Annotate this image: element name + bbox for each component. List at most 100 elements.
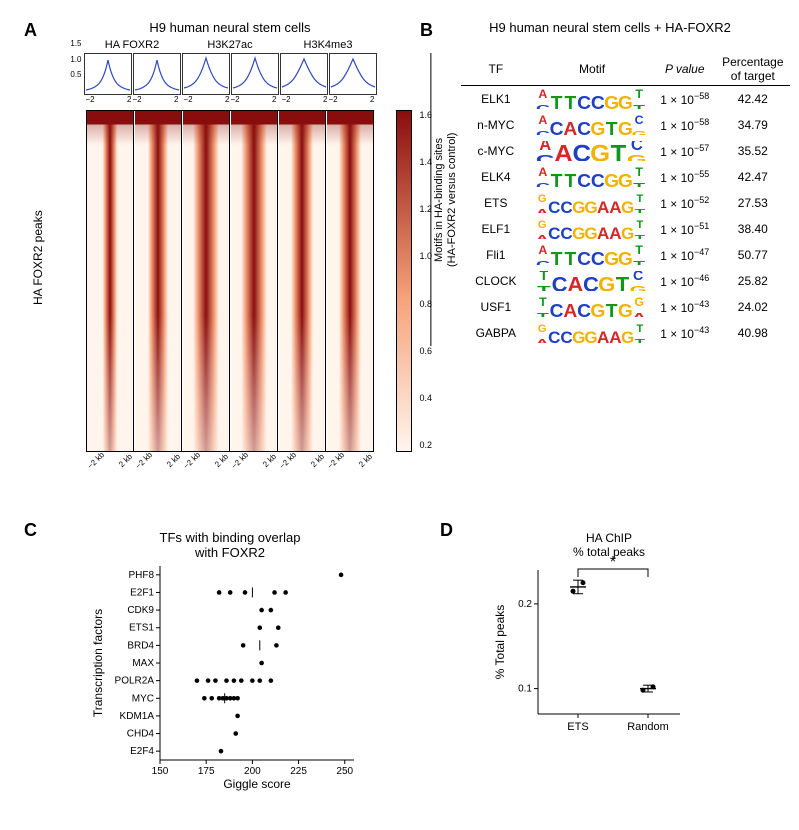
pct-target: 24.02 — [716, 294, 790, 320]
svg-text:C: C — [548, 199, 560, 213]
svg-text:T: T — [634, 259, 647, 265]
tf-name: Fli1 — [461, 242, 530, 268]
pct-target: 25.82 — [716, 268, 790, 294]
heatmap-column — [87, 111, 134, 451]
svg-text:C: C — [635, 115, 644, 127]
svg-text:G: G — [618, 249, 633, 265]
svg-text:BRD4: BRD4 — [127, 640, 154, 651]
svg-text:C: C — [561, 329, 573, 343]
svg-text:T: T — [606, 301, 618, 317]
svg-text:A: A — [536, 207, 549, 213]
svg-text:A: A — [632, 311, 646, 317]
p-value: 1 × 10−43 — [654, 320, 716, 346]
profile-yticks: 1.5 1.0 0.5 — [62, 39, 82, 79]
svg-text:C: C — [577, 171, 591, 187]
svg-text:POLR2A: POLR2A — [115, 676, 155, 687]
svg-text:HA ChIP: HA ChIP — [586, 531, 632, 545]
pct-target: 34.79 — [716, 112, 790, 138]
svg-text:C: C — [550, 301, 564, 317]
svg-text:G: G — [585, 329, 598, 343]
svg-text:G: G — [630, 283, 646, 291]
svg-text:C: C — [536, 129, 550, 135]
svg-text:T: T — [637, 193, 644, 205]
motif-row: c-MYCCAACGTGC1 × 10−5735.52 — [461, 138, 790, 164]
svg-text:G: G — [590, 141, 610, 161]
svg-text:G: G — [621, 329, 634, 343]
pct-target: 42.47 — [716, 164, 790, 190]
svg-text:C: C — [591, 249, 605, 265]
svg-text:MYC: MYC — [132, 693, 154, 704]
svg-text:G: G — [538, 193, 547, 205]
svg-text:C: C — [561, 225, 573, 239]
svg-text:C: C — [583, 273, 599, 291]
track-label-1: H3K27ac — [182, 39, 278, 51]
tf-name: ELK4 — [461, 164, 530, 190]
figure: A H9 human neural stem cells 1.5 1.0 0.5… — [20, 20, 780, 810]
svg-text:CHD4: CHD4 — [127, 729, 155, 740]
heatmap-column — [135, 111, 182, 451]
p-value: 1 × 10−55 — [654, 164, 716, 190]
tf-name: GABPA — [461, 320, 530, 346]
motif-row: Fli1CATTCCGGTT1 × 10−4750.77 — [461, 242, 790, 268]
pct-target: 50.77 — [716, 242, 790, 268]
colorbar — [396, 110, 412, 452]
svg-text:T: T — [551, 171, 563, 187]
svg-text:225: 225 — [290, 766, 307, 777]
track-label-0: HA FOXR2 — [84, 39, 180, 51]
svg-text:T: T — [565, 171, 577, 187]
svg-text:G: G — [538, 219, 547, 231]
tf-name: ETS — [461, 190, 530, 216]
svg-text:A: A — [539, 115, 548, 127]
svg-text:T: T — [537, 283, 551, 291]
svg-text:T: T — [634, 181, 647, 187]
p-value: 1 × 10−57 — [654, 138, 716, 164]
motif-row: CLOCKTTCACGTGC1 × 10−4625.82 — [461, 268, 790, 294]
svg-text:C: C — [536, 259, 550, 265]
svg-text:G: G — [627, 153, 646, 161]
p-value: 1 × 10−58 — [654, 112, 716, 138]
panel-d: HA ChIP% total peaks0.10.2% Total peaks*… — [470, 530, 730, 740]
svg-text:C: C — [550, 119, 564, 135]
svg-text:A: A — [564, 119, 578, 135]
p-value: 1 × 10−47 — [654, 242, 716, 268]
svg-text:C: C — [552, 273, 568, 291]
svg-text:T: T — [636, 167, 644, 179]
motif-logo-cell: CATTCCGGTT — [530, 164, 654, 190]
svg-text:A: A — [568, 273, 584, 291]
svg-text:C: C — [561, 199, 573, 213]
svg-text:A: A — [536, 337, 549, 343]
svg-text:C: C — [577, 119, 591, 135]
svg-text:T: T — [636, 89, 644, 101]
svg-text:T: T — [565, 249, 577, 265]
th-tf: TF — [461, 53, 530, 86]
svg-text:Random: Random — [627, 721, 669, 733]
motif-logo-cell: AGCCGGAAGTT — [530, 216, 654, 242]
svg-text:0.2: 0.2 — [518, 599, 532, 610]
svg-text:C: C — [577, 93, 591, 109]
svg-text:G: G — [604, 249, 619, 265]
svg-text:A: A — [597, 199, 609, 213]
svg-text:T: T — [635, 337, 646, 343]
svg-text:0.1: 0.1 — [518, 684, 532, 695]
pct-target: 42.42 — [716, 86, 790, 113]
svg-text:PHF8: PHF8 — [128, 570, 154, 581]
panel-d-plot: HA ChIP% total peaks0.10.2% Total peaks*… — [490, 530, 690, 740]
svg-text:G: G — [598, 273, 615, 291]
svg-text:G: G — [621, 199, 634, 213]
p-value: 1 × 10−46 — [654, 268, 716, 294]
tf-name: n-MYC — [461, 112, 530, 138]
motif-row: n-MYCCACACGTGGC1 × 10−5834.79 — [461, 112, 790, 138]
svg-text:T: T — [616, 273, 629, 291]
panel-b: H9 human neural stem cells + HA-FOXR2 Mo… — [430, 20, 790, 346]
svg-text:G: G — [632, 129, 646, 135]
pct-target: 40.98 — [716, 320, 790, 346]
svg-text:A: A — [610, 329, 622, 343]
svg-text:A: A — [564, 301, 578, 317]
svg-text:A: A — [554, 141, 573, 161]
motif-logo-cell: AGCCGGAAGTT — [530, 190, 654, 216]
tf-name: c-MYC — [461, 138, 530, 164]
svg-text:G: G — [618, 93, 633, 109]
svg-text:T: T — [637, 323, 644, 335]
svg-text:T: T — [637, 219, 644, 231]
p-value: 1 × 10−43 — [654, 294, 716, 320]
